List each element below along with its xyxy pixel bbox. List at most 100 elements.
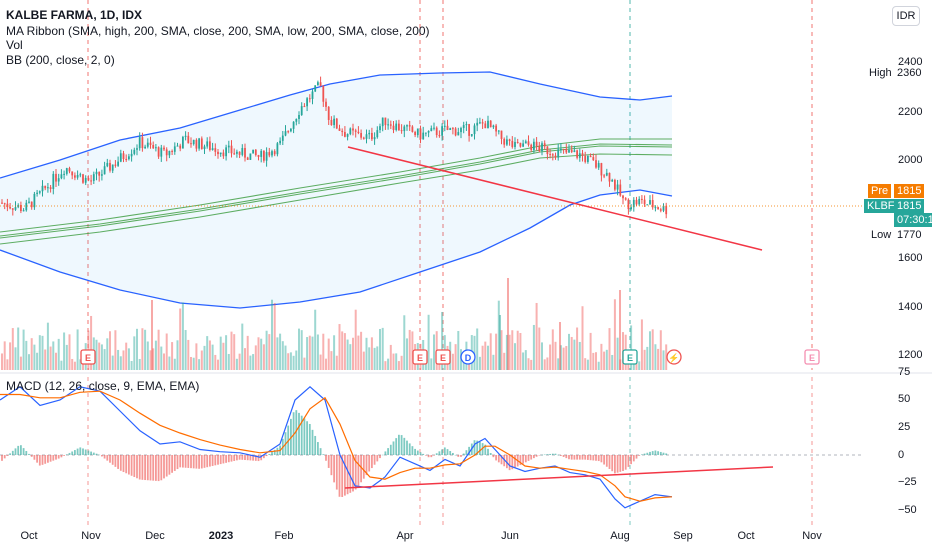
volume-bar-61 (165, 333, 168, 370)
candle-body-186 (503, 138, 506, 145)
candle-body-199 (538, 145, 541, 151)
volume-bar-132 (357, 335, 360, 370)
volume-bar-13 (36, 352, 39, 370)
volume-bar-108 (292, 355, 295, 370)
low-value: 1770 (894, 228, 925, 242)
volume-bar-39 (106, 338, 109, 370)
volume-bar-25 (68, 334, 71, 370)
volume-bar-60 (163, 353, 165, 370)
volume-bar-221 (597, 361, 600, 370)
volume-bar-112 (303, 357, 306, 370)
volume-bar-101 (273, 302, 276, 370)
volume-bar-5 (14, 347, 17, 370)
pre-value: 1815 (894, 184, 925, 198)
time-axis-tick-2: Dec (145, 530, 165, 542)
volume-bar-241 (651, 329, 654, 370)
volume-bar-209 (565, 346, 568, 370)
macd-hist-bar-133 (360, 455, 362, 483)
candle-body-84 (227, 145, 230, 148)
volume-bar-187 (505, 334, 508, 370)
macd-hist-bar-239 (646, 452, 649, 455)
volume-bar-71 (192, 357, 195, 370)
currency-button[interactable]: IDR (892, 6, 920, 26)
macd-hist-bar-246 (665, 453, 668, 455)
macd-hist-bar-194 (524, 455, 527, 463)
candle-body-240 (649, 200, 651, 205)
candle-body-55 (149, 142, 152, 145)
macd-hist-bar-131 (354, 455, 357, 490)
macd-histogram (1, 410, 668, 497)
candle-body-138 (373, 137, 376, 140)
volume-bar-149 (403, 315, 406, 370)
macd-hist-bar-14 (38, 455, 41, 466)
candle-body-166 (449, 128, 452, 130)
volume-bar-227 (613, 299, 616, 370)
macd-hist-bar-0 (1, 455, 3, 461)
candle-body-22 (60, 174, 63, 179)
macd-hist-bar-39 (106, 455, 109, 461)
candle-body-227 (614, 179, 616, 190)
candle-body-83 (225, 147, 227, 157)
volume-legend[interactable]: Vol (6, 38, 23, 52)
candle-body-239 (646, 204, 649, 206)
volume-bar-17 (46, 322, 49, 370)
candle-body-100 (271, 151, 273, 156)
macd-hist-bar-70 (190, 455, 192, 469)
volume-bar-246 (665, 344, 668, 370)
macd-hist-bar-80 (217, 455, 219, 465)
candle-body-158 (427, 130, 430, 133)
candle-body-245 (662, 205, 665, 211)
macd-hist-bar-132 (357, 455, 360, 486)
macd-hist-bar-190 (514, 455, 516, 468)
volume-bar-117 (316, 334, 319, 370)
macd-hist-bar-98 (265, 455, 268, 457)
volume-spike-4 (559, 322, 561, 370)
volume-bar-147 (397, 361, 400, 370)
macd-hist-bar-195 (527, 455, 530, 461)
candle-body-43 (117, 161, 119, 166)
volume-bar-53 (144, 329, 147, 370)
event-marker-1: E (417, 353, 423, 363)
macd-hist-bar-100 (271, 451, 273, 455)
volume-bar-176 (476, 328, 479, 370)
price-trendline (347, 146, 763, 251)
macd-hist-bar-34 (92, 452, 95, 455)
bar-countdown: 07:30:17 (894, 213, 932, 227)
macd-hist-bar-23 (63, 455, 65, 456)
macd-hist-bar-71 (192, 455, 195, 469)
macd-hist-bar-30 (82, 448, 84, 455)
volume-bar-124 (335, 355, 338, 370)
macd-legend[interactable]: MACD (12, 26, close, 9, EMA, EMA) (6, 379, 200, 393)
macd-hist-bar-4 (11, 450, 14, 455)
candle-body-161 (435, 127, 438, 136)
volume-bar-192 (519, 333, 522, 370)
macd-hist-bar-19 (52, 455, 55, 461)
macd-hist-bar-177 (479, 441, 481, 455)
candle-body-63 (171, 150, 173, 152)
ma-ribbon-line-0 (0, 138, 672, 233)
ma-ribbon-legend[interactable]: MA Ribbon (SMA, high, 200, SMA, close, 2… (6, 24, 430, 38)
macd-hist-bar-137 (371, 455, 373, 469)
candle-body-146 (395, 123, 398, 131)
volume-bar-76 (206, 336, 209, 370)
volume-bar-96 (260, 338, 263, 370)
volume-bar-125 (338, 324, 341, 370)
candle-body-198 (535, 141, 538, 146)
candle-body-184 (497, 130, 500, 132)
candle-body-44 (119, 153, 122, 162)
macd-hist-bar-22 (60, 455, 63, 458)
volume-bar-220 (595, 352, 597, 370)
volume-bar-48 (130, 360, 133, 370)
macd-hist-bar-226 (611, 455, 614, 472)
macd-hist-bar-136 (368, 455, 371, 472)
macd-hist-bar-87 (236, 455, 238, 461)
volume-bar-216 (584, 358, 587, 370)
volume-bar-175 (473, 335, 476, 370)
candle-body-113 (306, 98, 308, 107)
candle-body-13 (36, 192, 38, 194)
macd-hist-bar-6 (17, 445, 20, 455)
macd-hist-bar-88 (238, 455, 241, 460)
bollinger-legend[interactable]: BB (200, close, 2, 0) (6, 53, 115, 67)
high-value: 2360 (894, 66, 925, 80)
